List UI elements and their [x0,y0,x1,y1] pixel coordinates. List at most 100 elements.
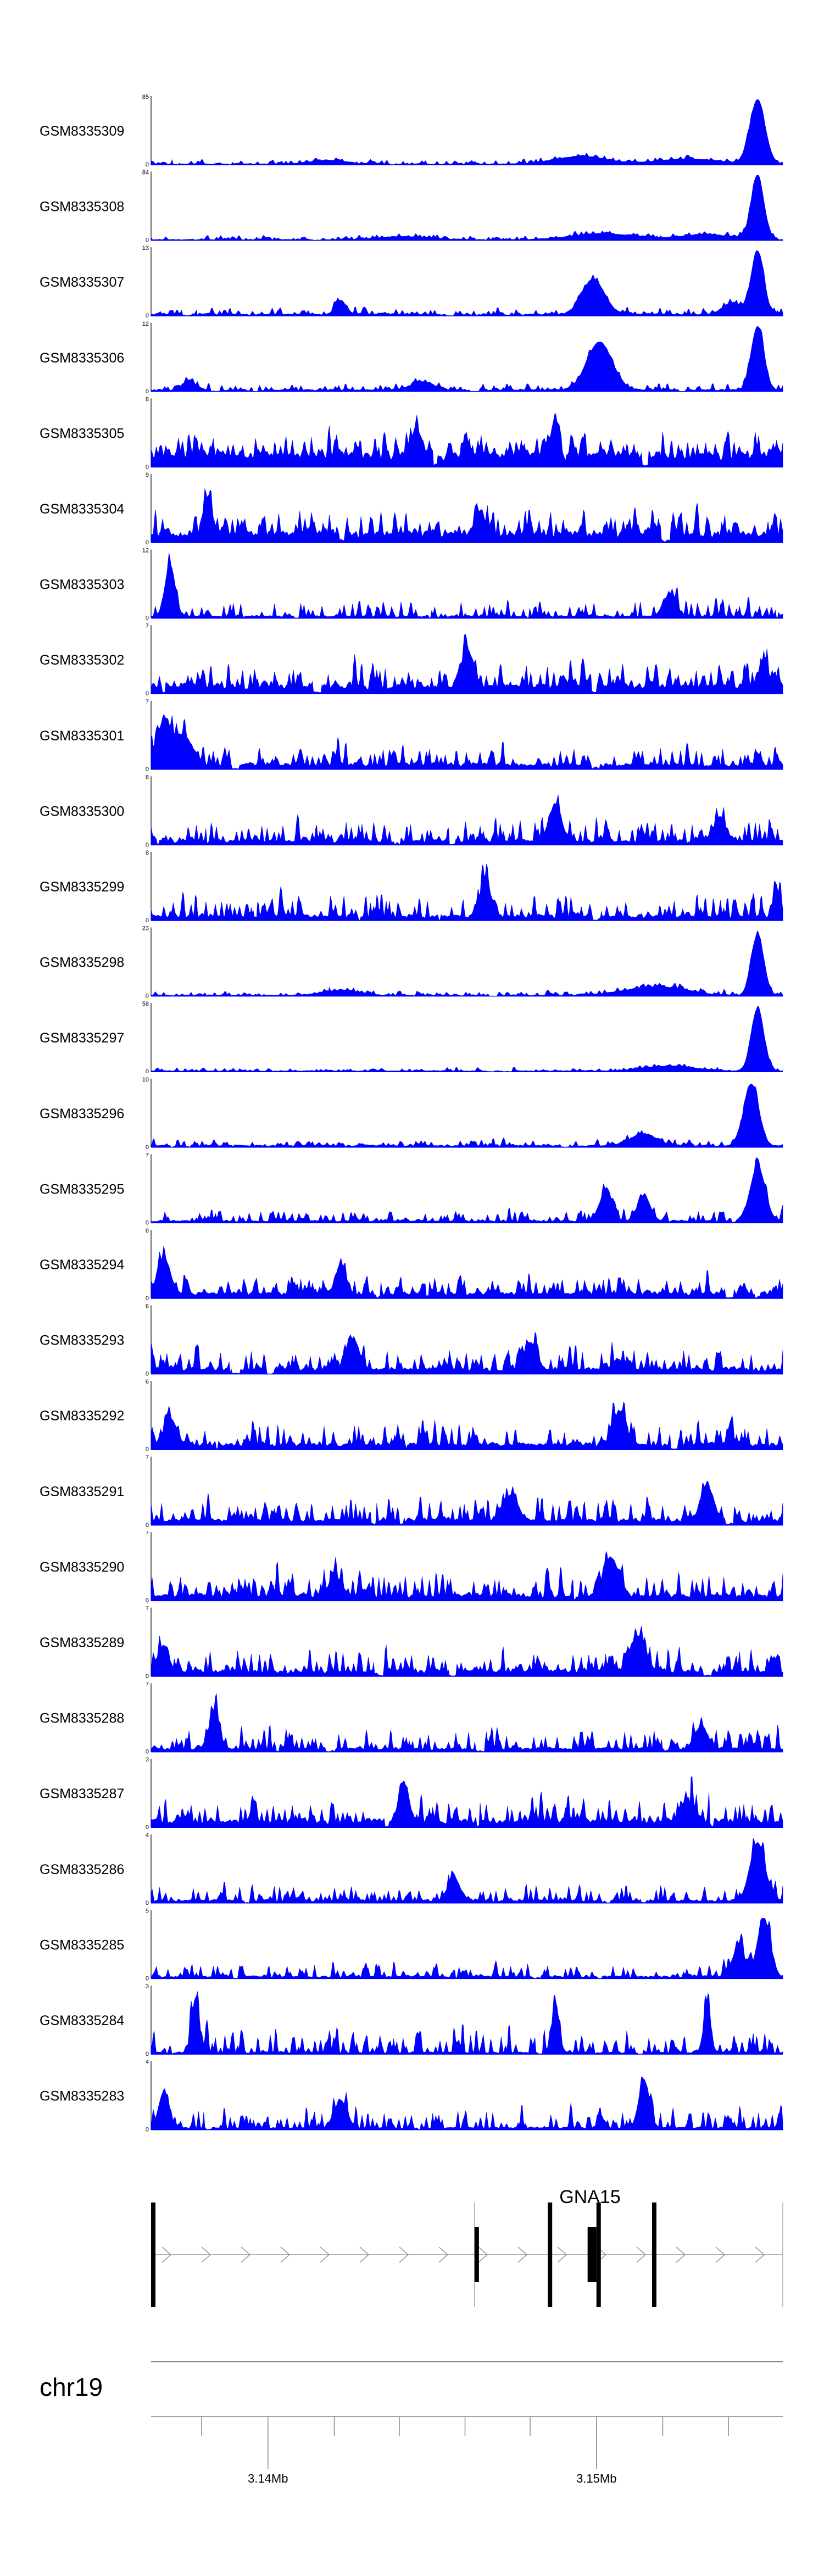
strand-chevron [676,2246,686,2263]
coverage-area [151,553,783,618]
y-tick-zero: 0 [146,841,149,848]
track-label: GSM8335301 [40,728,124,744]
track-label: GSM8335305 [40,426,124,441]
strand-chevron [320,2246,330,2263]
y-tick-max: 4 [146,2059,149,2066]
coverage-area [151,488,783,543]
y-tick-max: 7 [146,1454,149,1461]
track-GSM8335292: GSM8335292 6 0 [40,1379,783,1453]
y-tick-max: 5 [146,1908,149,1914]
coverage-area [151,794,783,845]
track-label: GSM8335292 [40,1408,124,1424]
track-label: GSM8335291 [40,1484,124,1499]
coverage-tracks: GSM8335309850GSM8335308840GSM8335307130G… [40,94,783,2133]
strand-chevron [280,2246,291,2263]
coverage-area [151,1991,783,2055]
gene-track: GNA15 [151,2187,783,2307]
y-tick-zero: 0 [146,1522,149,1529]
y-tick-max: 12 [142,321,149,327]
y-tick-max: 12 [142,548,149,554]
track-GSM8335306: GSM8335306 12 0 [40,321,783,395]
y-tick-max: 8 [146,1228,149,1234]
track-GSM8335303: GSM8335303 12 0 [40,548,783,622]
strand-chevron [636,2246,647,2263]
y-tick-max: 3 [146,1983,149,1990]
track-GSM8335287: GSM8335287 3 0 [40,1757,783,1831]
track-GSM8335286: GSM8335286 4 0 [40,1832,783,1906]
coverage-area [151,326,783,392]
y-tick-max: 7 [146,623,149,629]
y-tick-max: 6 [146,1379,149,1385]
strand-chevron [755,2246,765,2263]
y-tick-max: 7 [146,699,149,705]
track-label: GSM8335309 [40,124,124,139]
track-GSM8335300: GSM8335300 8 0 [40,774,783,848]
track-GSM8335294: GSM8335294 8 0 [40,1228,783,1302]
y-tick-max: 8 [146,850,149,856]
y-tick-max: 13 [142,245,149,252]
exon-block [474,2227,479,2282]
track-label: GSM8335296 [40,1106,124,1122]
y-tick-zero: 0 [146,1446,149,1453]
coverage-area [151,1157,783,1223]
y-tick-max: 7 [146,1681,149,1688]
gene-label: GNA15 [559,2187,621,2207]
track-GSM8335302: GSM8335302 7 0 [40,623,783,697]
exon-block [596,2203,601,2307]
gene-model [151,2203,783,2307]
coverage-area [151,714,783,770]
track-GSM8335304: GSM8335304 9 0 [40,472,783,546]
track-GSM8335288: GSM8335288 7 0 [40,1681,783,1755]
y-tick-max: 23 [142,925,149,932]
track-GSM8335305: GSM8335305 8 0 [40,396,783,470]
y-tick-zero: 0 [146,388,149,395]
track-label: GSM8335298 [40,955,124,971]
strand-chevron [478,2246,488,2263]
coverage-area [151,1331,783,1374]
track-label: GSM8335295 [40,1181,124,1197]
coverage-area [151,175,783,241]
strand-chevron [715,2246,726,2263]
y-tick-zero: 0 [146,1900,149,1906]
exon-block [587,2227,597,2282]
track-GSM8335298: GSM8335298 23 0 [40,925,783,1000]
y-tick-zero: 0 [146,464,149,470]
coverage-area [151,1917,783,1979]
strand-chevron [557,2246,567,2263]
y-tick-zero: 0 [146,161,149,168]
axis-tick-label: 3.15Mb [576,2472,616,2485]
y-tick-zero: 0 [146,1673,149,1680]
track-label: GSM8335285 [40,1937,124,1953]
coverage-area [151,1246,783,1299]
track-label: GSM8335299 [40,879,124,895]
track-label: GSM8335286 [40,1862,124,1877]
chromosome-label: chr19 [40,2373,103,2401]
track-GSM8335296: GSM8335296 10 0 [40,1077,783,1151]
coverage-area [151,864,783,921]
coverage-area [151,250,783,316]
y-tick-max: 3 [146,1757,149,1763]
track-GSM8335309: GSM8335309 85 0 [40,94,783,168]
y-tick-max: 85 [142,94,149,101]
track-label: GSM8335307 [40,275,124,290]
exon-block [151,2203,155,2307]
coverage-area [151,1776,783,1828]
y-tick-zero: 0 [146,690,149,697]
track-GSM8335290: GSM8335290 7 0 [40,1530,783,1604]
strand-chevron [517,2246,528,2263]
y-tick-zero: 0 [146,2051,149,2058]
y-tick-zero: 0 [146,2127,149,2133]
track-label: GSM8335302 [40,653,124,668]
track-label: GSM8335306 [40,350,124,366]
track-label: GSM8335304 [40,501,124,517]
y-tick-zero: 0 [146,1824,149,1831]
coverage-area [151,633,783,694]
track-label: GSM8335290 [40,1559,124,1575]
axis-tick-label: 3.14Mb [248,2472,288,2485]
y-tick-zero: 0 [146,1068,149,1075]
track-GSM8335299: GSM8335299 8 0 [40,850,783,924]
coverage-area [151,2076,783,2130]
y-tick-zero: 0 [146,917,149,924]
exon-block [652,2203,656,2307]
track-label: GSM8335297 [40,1030,124,1046]
